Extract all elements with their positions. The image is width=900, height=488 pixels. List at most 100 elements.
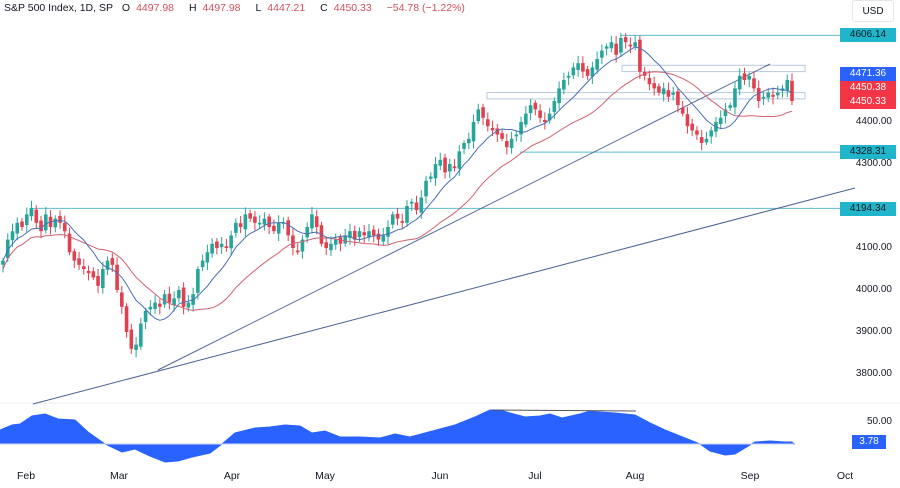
ma-fast-tag: 4471.36	[840, 67, 896, 81]
candle-body	[24, 214, 29, 225]
oscillator-area	[0, 409, 796, 463]
candle-body	[43, 214, 48, 231]
candle-body	[381, 235, 386, 242]
candle-body	[481, 107, 485, 118]
candle-body	[300, 239, 305, 252]
candle-body	[215, 241, 219, 248]
candle-body	[457, 151, 462, 169]
candle-body	[652, 83, 656, 89]
candle-body	[704, 138, 709, 143]
candle-body	[58, 216, 62, 223]
candle-body	[248, 213, 252, 219]
candle-body	[286, 220, 290, 236]
level-tag-4194: 4194.34	[840, 202, 896, 216]
time-axis-label: Feb	[16, 470, 36, 482]
candle-body	[253, 216, 257, 223]
candle-body	[143, 311, 148, 322]
time-axis-label: Mar	[109, 470, 129, 482]
candle-body	[101, 269, 105, 289]
candle-body	[585, 69, 590, 76]
candle-body	[428, 176, 433, 179]
candle-body	[162, 294, 167, 305]
candle-body	[333, 239, 338, 245]
time-axis-label: May	[315, 470, 335, 482]
candle-body	[543, 119, 547, 122]
resistance-zone	[621, 64, 806, 73]
level-tag-4606: 4606.14	[840, 28, 896, 42]
slow-moving-average	[2, 71, 793, 311]
candle-body	[790, 80, 794, 101]
candle-body	[547, 113, 552, 121]
candle-body	[139, 323, 143, 347]
candle-body	[524, 113, 528, 125]
candle-body	[257, 222, 262, 225]
candle-body	[172, 298, 176, 306]
time-axis-label: Oct	[836, 470, 854, 482]
candle-body	[367, 231, 371, 238]
candle-body	[400, 221, 405, 223]
candle-body	[115, 264, 119, 290]
candle-body	[505, 141, 509, 148]
candle-body	[120, 292, 124, 307]
fast-moving-average	[2, 46, 793, 321]
change-value: −54.78 (−1.22%)	[386, 2, 465, 14]
candle-body	[676, 91, 680, 106]
candle-body	[234, 222, 238, 233]
price-axis-label: 4400.00	[855, 116, 892, 127]
candle-body	[110, 258, 115, 265]
trend-line-long	[32, 187, 856, 405]
candle-body	[82, 266, 86, 269]
candle-body	[343, 235, 348, 244]
candle-body	[690, 123, 694, 131]
candle-body	[552, 101, 557, 112]
candle-body	[348, 231, 352, 238]
candle-body	[153, 302, 157, 309]
candle-body	[775, 92, 780, 96]
candle-body	[590, 67, 595, 77]
candle-body	[1, 260, 5, 265]
candle-body	[680, 107, 685, 114]
ma-slow-tag: 4450.38	[840, 81, 896, 95]
candle-body	[557, 88, 561, 104]
candle-body	[514, 134, 519, 137]
candle-body	[581, 63, 585, 72]
candle-body	[709, 130, 713, 137]
candle-body	[747, 75, 752, 80]
candle-body	[447, 164, 452, 172]
candle-body	[752, 78, 756, 89]
candle-body	[91, 271, 96, 278]
candle-body	[229, 235, 233, 249]
candle-body	[86, 270, 91, 274]
trend-line-steep	[157, 63, 771, 371]
candle-body	[433, 164, 438, 179]
candle-body	[134, 344, 138, 350]
candle-body	[419, 197, 424, 213]
candle-body	[72, 251, 77, 261]
candle-body	[771, 94, 775, 97]
candle-body	[276, 222, 281, 234]
candle-body	[595, 59, 599, 70]
candle-body	[224, 246, 229, 248]
candle-body	[67, 233, 72, 253]
candle-body	[438, 159, 443, 166]
candle-body	[699, 137, 704, 143]
high-value: 4497.98	[202, 2, 241, 14]
candle-body	[371, 229, 376, 236]
candle-body	[310, 214, 314, 229]
candle-body	[452, 166, 457, 169]
candle-body	[490, 128, 495, 131]
candle-body	[262, 218, 267, 225]
candle-body	[414, 202, 419, 211]
candle-body	[647, 78, 652, 85]
currency-selector[interactable]: USD	[852, 0, 894, 22]
candle-body	[352, 230, 357, 240]
time-axis-label: Sep	[740, 470, 760, 482]
candle-body	[785, 80, 790, 91]
candle-body	[609, 42, 614, 49]
candle-body	[538, 110, 542, 118]
candle-body	[486, 119, 490, 127]
candle-body	[685, 114, 690, 127]
candle-body	[661, 88, 666, 95]
price-axis-label: 3900.00	[855, 326, 892, 337]
